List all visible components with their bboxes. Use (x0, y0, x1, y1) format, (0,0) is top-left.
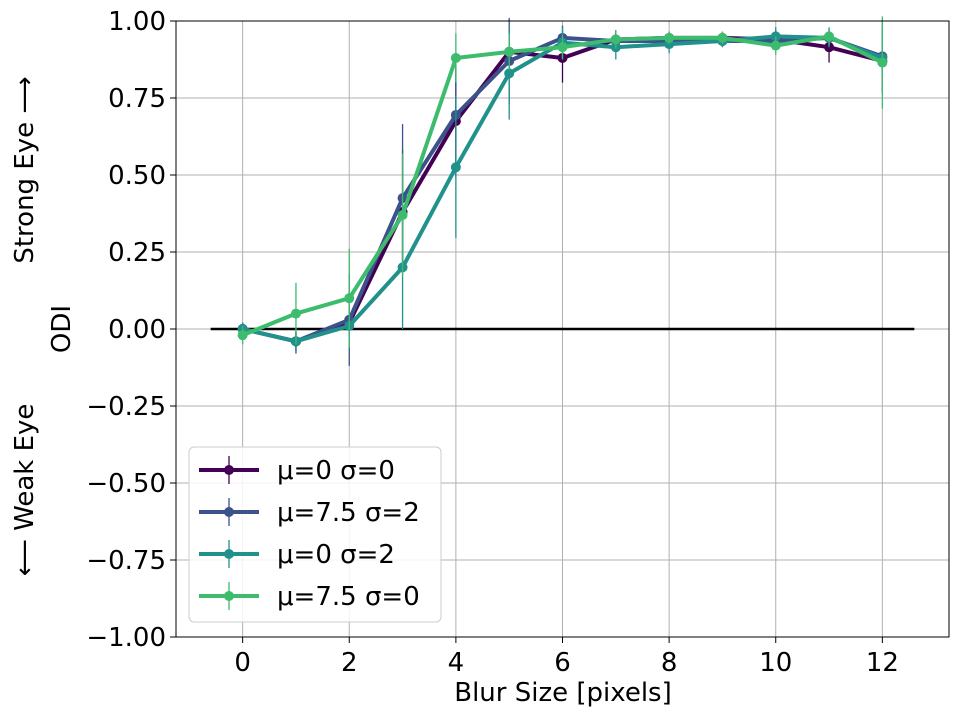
data-point (450, 52, 461, 63)
data-point (504, 68, 515, 79)
y-tick-label: 0.25 (108, 238, 166, 268)
data-point (877, 57, 888, 68)
y-tick-label: 0.75 (108, 84, 166, 114)
legend-marker-swatch (224, 465, 234, 475)
x-tick-label: 4 (448, 648, 465, 678)
legend-label: μ=0 σ=0 (277, 456, 395, 486)
legend-entry: μ=7.5 σ=2 (199, 498, 420, 528)
legend-marker-swatch (224, 549, 234, 559)
legend-entry: μ=0 σ=2 (199, 540, 395, 570)
data-point (610, 34, 621, 45)
legend-label: μ=0 σ=2 (277, 540, 395, 570)
data-point (770, 40, 781, 51)
y-tick-label: −0.50 (86, 469, 166, 499)
x-axis-label: Blur Size [pixels] (454, 678, 672, 708)
series-group (237, 16, 888, 366)
x-tick-label: 12 (866, 648, 899, 678)
legend-box (188, 446, 442, 623)
data-point (824, 31, 835, 42)
x-tick-label: 10 (759, 648, 792, 678)
legend-entry: μ=0 σ=0 (199, 456, 395, 486)
data-point (557, 42, 568, 53)
x-tick-label: 2 (341, 648, 358, 678)
y-ticks: −1.00 −0.75 −0.50 −0.25 0.00 0.25 0.50 0.75 1.00 (86, 7, 176, 653)
weak-eye-label: ⟵ Weak Eye (10, 404, 40, 577)
data-point (450, 162, 461, 173)
data-point (717, 32, 728, 43)
legend: μ=0 σ=0 μ=7.5 σ=2 μ=0 σ=2 μ=7.5 σ=0 (188, 446, 442, 623)
y-tick-label: 1.00 (108, 7, 166, 37)
y-tick-label: 0.00 (108, 315, 166, 345)
legend-marker-swatch (224, 591, 234, 601)
x-tick-label: 8 (661, 648, 678, 678)
y-tick-label: −0.25 (86, 392, 166, 422)
data-point (237, 330, 248, 341)
data-point (290, 308, 301, 319)
x-tick-label: 0 (234, 648, 251, 678)
series-4 (237, 16, 888, 348)
strong-eye-label: Strong Eye ⟶ (10, 76, 40, 263)
legend-marker-swatch (224, 507, 234, 517)
y-tick-label: −0.75 (86, 546, 166, 576)
x-ticks: 0 2 4 6 8 10 12 (234, 637, 899, 678)
y-tick-label: 0.50 (108, 161, 166, 191)
y-axis-label: ODI (47, 305, 77, 353)
legend-label: μ=7.5 σ=0 (277, 582, 420, 612)
legend-label: μ=7.5 σ=2 (277, 498, 420, 528)
x-tick-label: 6 (554, 648, 571, 678)
data-point (504, 46, 515, 57)
legend-entry: μ=7.5 σ=0 (199, 582, 420, 612)
data-point (344, 293, 355, 304)
data-point (397, 210, 408, 221)
data-point (664, 32, 675, 43)
y-tick-label: −1.00 (86, 623, 166, 653)
